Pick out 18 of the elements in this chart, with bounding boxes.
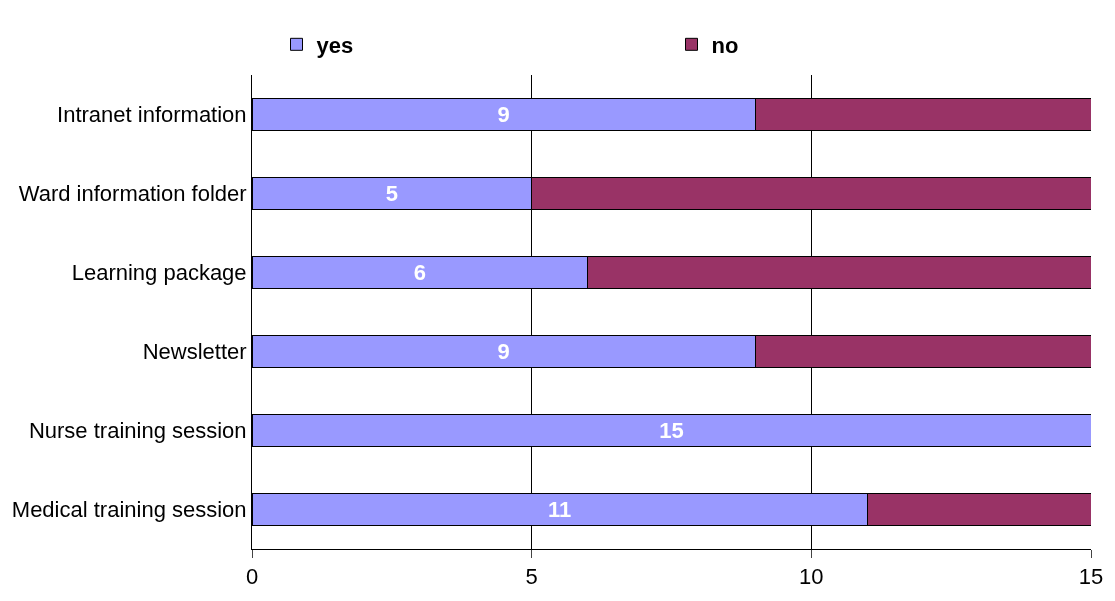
x-tick-label: 5 bbox=[525, 564, 538, 590]
data-label: 15 bbox=[659, 418, 684, 443]
y-tick-label: Intranet information bbox=[57, 102, 247, 128]
y-tick-label: Newsletter bbox=[142, 339, 247, 365]
x-tick-label: 10 bbox=[799, 564, 824, 590]
data-label: 9 bbox=[497, 102, 510, 127]
data-label: 5 bbox=[385, 181, 398, 206]
y-tick-label: Medical training session bbox=[11, 497, 247, 523]
data-label: 9 bbox=[497, 339, 510, 364]
x-tick-label: 15 bbox=[1078, 564, 1104, 590]
data-label: 6 bbox=[413, 260, 426, 285]
legend-label: yes bbox=[316, 32, 354, 58]
y-tick-label: Learning package bbox=[71, 260, 247, 286]
legend-label: no bbox=[711, 32, 739, 58]
y-tick-label: Nurse training session bbox=[28, 418, 247, 444]
data-label: 11 bbox=[548, 497, 572, 522]
y-tick-label: Ward information folder bbox=[18, 181, 247, 207]
x-tick-label: 0 bbox=[245, 564, 259, 590]
